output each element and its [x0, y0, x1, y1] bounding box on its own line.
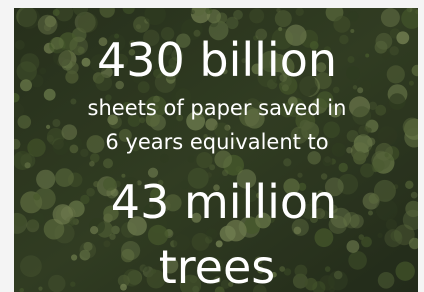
headline: 430 billion — [97, 33, 337, 87]
description-line: sheets of paper saved in — [88, 96, 347, 120]
page: 430 billion sheets of paper saved in 6 y… — [0, 0, 424, 292]
graphic: 430 billion sheets of paper saved in 6 y… — [0, 0, 424, 292]
highlight-line: trees — [159, 240, 276, 292]
description-line: 6 years equivalent to — [105, 130, 328, 154]
highlight-line: 43 million — [111, 175, 337, 229]
